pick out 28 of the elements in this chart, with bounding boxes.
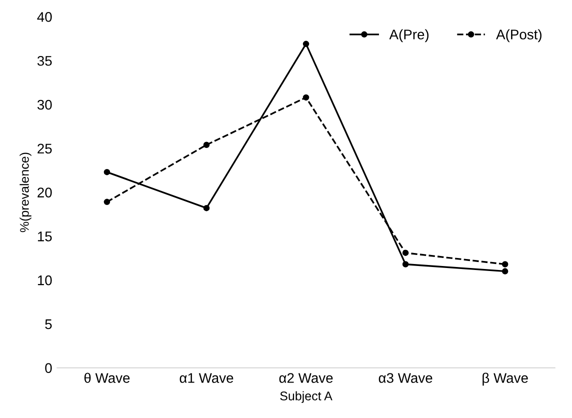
x-axis-title: Subject A: [280, 391, 332, 403]
y-tick-label: 20: [38, 188, 52, 198]
point: [302, 94, 310, 101]
point: [104, 198, 110, 206]
point: [203, 204, 210, 212]
y-tick-label: 15: [38, 232, 52, 242]
y-tick-label: 40: [37, 12, 52, 22]
legend-label: A(Post): [496, 29, 542, 42]
y-tick-label: 30: [37, 100, 52, 110]
x-tick-label: α2 Wave: [279, 373, 333, 383]
point: [104, 168, 110, 176]
legend-label: A(Pre): [389, 29, 429, 42]
point: [302, 40, 310, 48]
y-tick-label: 25: [38, 144, 52, 154]
point: [402, 261, 409, 268]
y-tick-label: 10: [38, 275, 52, 286]
y-tick-label: 5: [45, 319, 52, 330]
x-tick-label: β Wave: [482, 372, 528, 386]
point: [203, 142, 210, 148]
x-tick-label: θ Wave: [84, 372, 130, 383]
y-tick-label: 0: [45, 363, 52, 374]
y-axis-title: %(prevalence): [20, 152, 32, 232]
x-tick-label: α3 Wave: [378, 373, 432, 383]
point: [502, 261, 508, 268]
point: [402, 250, 409, 256]
y-tick-label: 35: [37, 56, 52, 66]
point: [502, 268, 508, 274]
x-tick-label: α1 Wave: [180, 373, 234, 383]
